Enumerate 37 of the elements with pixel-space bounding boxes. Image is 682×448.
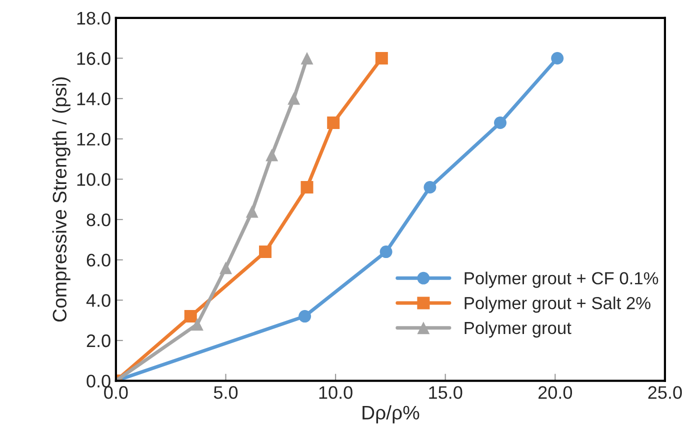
point bbox=[375, 52, 388, 64]
point bbox=[380, 246, 392, 258]
point bbox=[288, 92, 300, 105]
y-tick-label: 8.0 bbox=[86, 213, 110, 226]
y-axis-title: Compressive Strength / (psi) bbox=[52, 77, 70, 322]
x-tick-label: 10.0 bbox=[319, 386, 352, 399]
point bbox=[190, 318, 204, 331]
point bbox=[266, 148, 278, 162]
point bbox=[246, 205, 258, 218]
y-tick-label: 12.0 bbox=[77, 132, 110, 146]
y-tick-label: 6.0 bbox=[86, 254, 110, 267]
x-axis-title: Dρ/ρ% bbox=[362, 405, 420, 424]
y-tick-label: 10.0 bbox=[77, 173, 110, 186]
y-tick-label: 0.0 bbox=[86, 374, 110, 388]
y-tick-label: 16.0 bbox=[77, 52, 110, 65]
point bbox=[259, 246, 272, 258]
point bbox=[424, 181, 436, 194]
x-tick-label: 15.0 bbox=[429, 386, 462, 399]
legend-label: Polymer grout + CF 0.1% bbox=[464, 272, 658, 288]
point bbox=[494, 116, 506, 129]
x-tick-label: 20.0 bbox=[538, 386, 572, 399]
point bbox=[184, 310, 197, 323]
point bbox=[298, 310, 312, 323]
y-tick-label: 18.0 bbox=[77, 12, 110, 25]
y-tick-label: 14.0 bbox=[77, 92, 110, 106]
x-tick-label: 25.0 bbox=[648, 386, 682, 399]
point bbox=[219, 262, 232, 274]
legend-label: Polymer grout + Salt 2% bbox=[464, 296, 650, 313]
point bbox=[551, 52, 564, 64]
point bbox=[327, 116, 340, 129]
y-tick-label: 2.0 bbox=[86, 334, 110, 348]
y-tick-label: 4.0 bbox=[86, 294, 110, 307]
x-tick-label: 5.0 bbox=[214, 386, 238, 399]
point bbox=[300, 181, 314, 194]
x-tick-label: 0.0 bbox=[104, 386, 128, 399]
legend-label: Polymer grout bbox=[464, 321, 572, 338]
point bbox=[300, 52, 314, 64]
